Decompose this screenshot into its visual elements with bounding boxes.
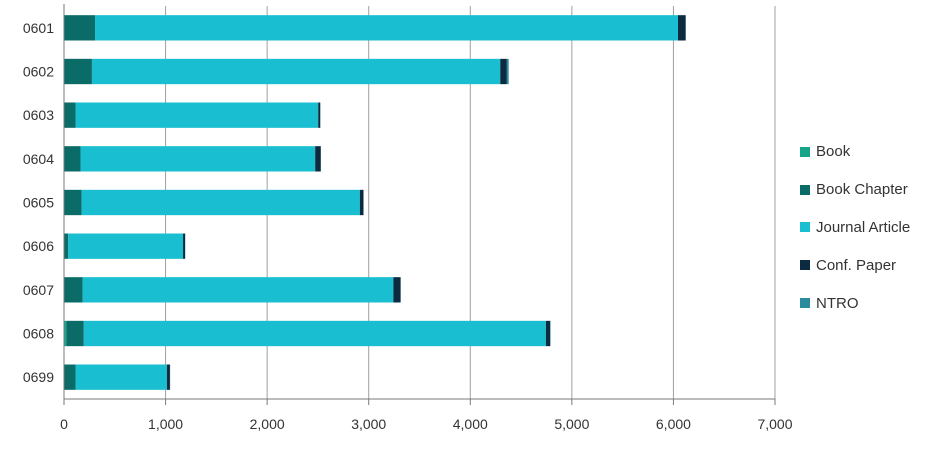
bar-0605-conf-paper bbox=[359, 189, 364, 216]
bar-0604-journal-article bbox=[80, 146, 316, 172]
y-tick-label: 0606 bbox=[23, 238, 54, 254]
bar-0606-conf-paper bbox=[183, 233, 186, 259]
legend-label: Conf. Paper bbox=[816, 256, 897, 274]
legend-item-book: Book bbox=[800, 133, 910, 171]
y-tick-label: 0601 bbox=[23, 20, 54, 36]
bar-0608-book bbox=[64, 320, 67, 347]
legend-label: Book Chapter bbox=[816, 181, 908, 199]
legend-swatch bbox=[800, 146, 810, 157]
bar-0602-conf-paper bbox=[500, 58, 507, 85]
x-tick-label: 1,000 bbox=[148, 416, 183, 432]
y-tick-label: 0608 bbox=[23, 326, 54, 342]
bar-0608-book-chapter bbox=[66, 320, 84, 347]
bar-0608-journal-article bbox=[83, 320, 546, 347]
legend-item-book-chapter: Book Chapter bbox=[800, 171, 910, 209]
x-tick-label: 4,000 bbox=[453, 416, 488, 432]
bar-0602-journal-article bbox=[91, 58, 501, 85]
legend-label: NTRO bbox=[816, 294, 859, 312]
bar-0606-book-chapter bbox=[64, 233, 69, 259]
bar-0604-conf-paper bbox=[315, 146, 321, 172]
bar-0699-book-chapter bbox=[64, 364, 76, 390]
legend: Book Book Chapter Journal Article Conf. Pap… bbox=[800, 133, 910, 322]
legend-label: Book bbox=[816, 143, 851, 161]
bar-0607-conf-paper bbox=[393, 277, 401, 303]
x-axis-ticks: 0 1,000 2,000 3,000 4,000 5,000 6,000 7,000 bbox=[60, 399, 793, 432]
bar-0603-journal-article bbox=[75, 102, 319, 128]
legend-item-journal-article: Journal Article bbox=[800, 209, 910, 247]
x-tick-label: 2,000 bbox=[250, 416, 285, 432]
legend-swatch bbox=[800, 184, 810, 195]
bar-0608-ntro bbox=[550, 320, 551, 347]
bar-0608-conf-paper bbox=[545, 320, 551, 347]
bar-0602-book-chapter bbox=[64, 58, 92, 85]
bar-0601-book-chapter bbox=[64, 15, 95, 41]
legend-item-ntro: NTRO bbox=[800, 284, 910, 322]
x-tick-label: 5,000 bbox=[554, 416, 589, 432]
y-tick-label: 0602 bbox=[23, 64, 54, 80]
bar-0607-book-chapter bbox=[64, 277, 83, 303]
bar-0603-book-chapter bbox=[64, 102, 76, 128]
bar-0605-journal-article bbox=[81, 189, 360, 216]
x-tick-label: 6,000 bbox=[656, 416, 691, 432]
axes bbox=[63, 4, 775, 405]
y-axis-ticks: 0601 0602 0603 0604 0605 0606 0607 0608 0699 bbox=[23, 20, 54, 385]
bar-0601-journal-article bbox=[94, 15, 678, 41]
x-tick-label: 0 bbox=[60, 416, 68, 432]
legend-label: Journal Article bbox=[816, 218, 911, 236]
bar-0699-conf-paper bbox=[166, 364, 170, 390]
bar-0607-journal-article bbox=[82, 277, 394, 303]
legend-swatch bbox=[800, 260, 810, 271]
bar-0603-conf-paper bbox=[318, 102, 321, 128]
bar-0606-journal-article bbox=[68, 233, 184, 259]
bar-0605-book-chapter bbox=[64, 189, 82, 216]
y-tick-label: 0603 bbox=[23, 107, 54, 123]
y-tick-label: 0607 bbox=[23, 282, 54, 298]
legend-item-conf-paper: Conf. Paper bbox=[800, 246, 910, 284]
legend-swatch bbox=[800, 222, 810, 233]
y-tick-label: 0604 bbox=[23, 151, 54, 167]
x-tick-label: 3,000 bbox=[351, 416, 386, 432]
x-tick-label: 7,000 bbox=[757, 416, 792, 432]
bar-0699-journal-article bbox=[75, 364, 167, 390]
y-tick-label: 0605 bbox=[23, 195, 54, 211]
bar-0601-conf-paper bbox=[677, 15, 686, 41]
bars bbox=[64, 15, 686, 390]
bar-0602-ntro bbox=[506, 58, 509, 85]
y-tick-label: 0699 bbox=[23, 369, 54, 385]
bar-0604-book-chapter bbox=[64, 146, 81, 172]
legend-swatch bbox=[800, 298, 810, 309]
